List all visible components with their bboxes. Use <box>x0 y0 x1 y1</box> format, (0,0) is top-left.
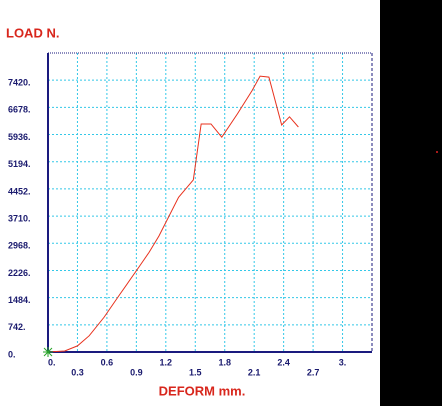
x-tick-label: 0.3 <box>71 367 84 377</box>
x-tick-label: 1.8 <box>218 357 231 367</box>
y-tick-label: 7420. <box>8 78 31 88</box>
y-tick-label: 3710. <box>8 213 31 223</box>
x-tick-label: 0.9 <box>130 367 143 377</box>
x-tick-label: 2.4 <box>277 357 290 367</box>
y-tick-label: 0. <box>8 349 16 359</box>
y-tick-label: 5936. <box>8 132 31 142</box>
y-axis-label: LOAD N. <box>6 25 59 40</box>
x-axis-label: DEFORM mm. <box>159 383 246 398</box>
x-tick-label: 1.5 <box>189 367 202 377</box>
y-tick-label: 1484. <box>8 295 31 305</box>
x-tick-label: 0.6 <box>101 357 114 367</box>
y-tick-label: 4452. <box>8 186 31 196</box>
y-tick-label: 5194. <box>8 159 31 169</box>
data-line <box>47 75 299 353</box>
x-tick-label: 0. <box>48 357 56 367</box>
y-tick-label: 742. <box>8 322 26 332</box>
origin-marker <box>43 347 53 357</box>
x-tick-label: 1.2 <box>160 357 173 367</box>
y-tick-label: 6678. <box>8 105 31 115</box>
x-tick-label: 2.1 <box>248 367 261 377</box>
x-tick-label: 3. <box>339 357 347 367</box>
side-panel <box>380 0 442 406</box>
x-tick-label: 2.7 <box>307 367 320 377</box>
panel-dot <box>436 151 438 153</box>
y-tick-label: 2226. <box>8 268 31 278</box>
y-tick-label: 2968. <box>8 241 31 251</box>
